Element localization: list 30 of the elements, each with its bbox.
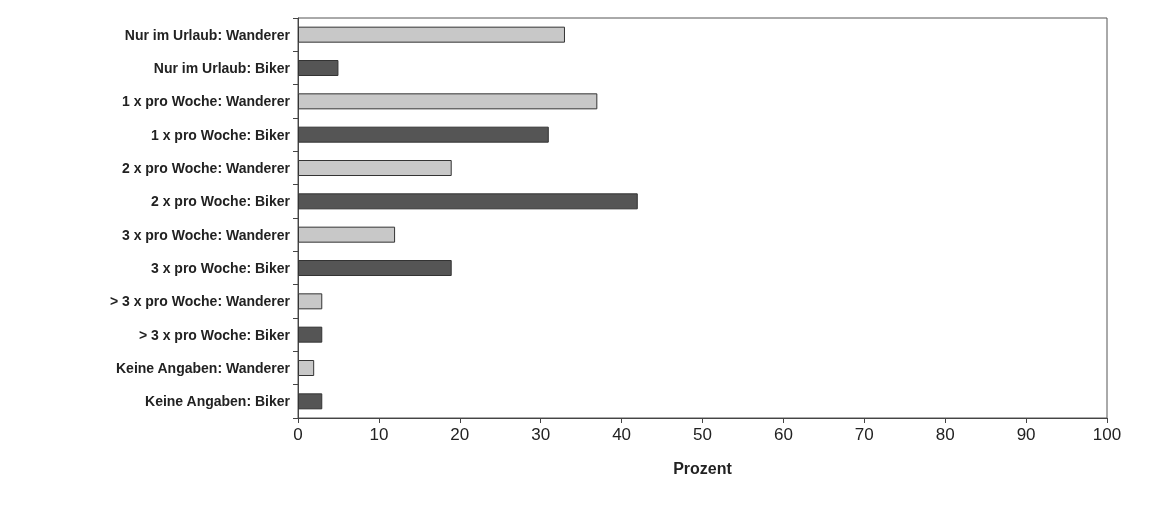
x-tick-label: 20 bbox=[450, 425, 470, 444]
x-axis-title: Prozent bbox=[673, 459, 733, 477]
x-tick-label: 30 bbox=[531, 425, 551, 444]
y-tick-label: > 3 x pro Woche: Biker bbox=[138, 326, 291, 343]
x-tick-label: 10 bbox=[369, 425, 389, 444]
x-tick-label: 60 bbox=[773, 425, 793, 444]
y-tick-label: Keine Angaben: Wanderer bbox=[116, 360, 291, 376]
x-tick-label: 90 bbox=[1016, 425, 1036, 444]
y-tick-label: 2 x pro Woche: Biker bbox=[150, 193, 291, 210]
bar bbox=[298, 293, 323, 310]
y-tick-label: Keine Angaben: Biker bbox=[145, 393, 291, 410]
bar bbox=[298, 226, 396, 243]
y-tick-label: Nur im Urlaub: Biker bbox=[153, 60, 291, 76]
y-tick-label: 1 x pro Woche: Wanderer bbox=[121, 93, 291, 110]
x-tick-label: 80 bbox=[935, 425, 955, 444]
x-tick-label: 70 bbox=[854, 425, 874, 444]
x-tick-label: 40 bbox=[612, 425, 632, 444]
y-tick-label: 3 x pro Woche: Wanderer bbox=[121, 226, 291, 243]
y-tick-label: 1 x pro Woche: Biker bbox=[150, 126, 291, 143]
bar bbox=[298, 93, 598, 110]
x-tick-label: 100 bbox=[1092, 425, 1122, 444]
y-tick-label: > 3 x pro Woche: Wanderer bbox=[109, 293, 291, 310]
y-tick-label: 3 x pro Woche: Biker bbox=[150, 260, 291, 276]
x-tick-label: 50 bbox=[693, 425, 712, 444]
x-tick-label: 0 bbox=[293, 425, 303, 444]
y-tick-label: 2 x pro Woche: Wanderer bbox=[121, 160, 291, 176]
bar bbox=[298, 360, 315, 376]
bar bbox=[298, 160, 452, 176]
bar bbox=[298, 26, 565, 43]
y-tick-label: Nur im Urlaub: Wanderer bbox=[124, 26, 291, 43]
